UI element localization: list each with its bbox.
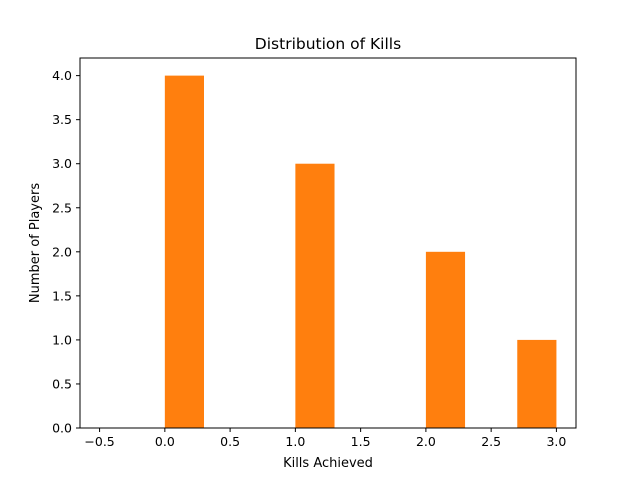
- bar-3: [517, 339, 557, 428]
- y-tick-label: 4.0: [52, 68, 72, 83]
- plot-area-frame: [79, 57, 577, 429]
- x-tick-label: 1.0: [285, 434, 305, 449]
- bar-0: [164, 75, 204, 428]
- y-tick-label: 2.5: [52, 200, 72, 215]
- x-tick-label: 2.5: [481, 434, 501, 449]
- bar-2: [425, 251, 466, 428]
- bar-1: [295, 163, 335, 428]
- y-tick-label: 1.0: [52, 332, 72, 347]
- x-tick-label: 2.0: [416, 434, 436, 449]
- chart-title: Distribution of Kills: [255, 35, 401, 53]
- x-tick-label: 0.0: [155, 434, 175, 449]
- y-tick-label: 1.5: [52, 288, 72, 303]
- y-tick-label: 0.0: [52, 421, 72, 436]
- ticks-layer: −0.5 0.0 0.5 1.0 1.5 2.0 2.5 3.0 0.0 0.5 1.0 1.5 2.0…: [52, 68, 566, 449]
- bars-layer: [164, 75, 557, 428]
- x-tick-label: 0.5: [220, 434, 240, 449]
- y-tick-label: 0.5: [52, 376, 72, 391]
- x-tick-label: −0.5: [84, 434, 114, 449]
- x-tick-label: 3.0: [546, 434, 566, 449]
- x-axis-label: Kills Achieved: [283, 456, 373, 471]
- x-tick-label: 1.5: [351, 434, 371, 449]
- y-tick-label: 2.0: [52, 244, 72, 259]
- y-tick-label: 3.5: [52, 112, 72, 127]
- y-tick-label: 3.0: [52, 156, 72, 171]
- y-axis-label: Number of Players: [28, 183, 43, 303]
